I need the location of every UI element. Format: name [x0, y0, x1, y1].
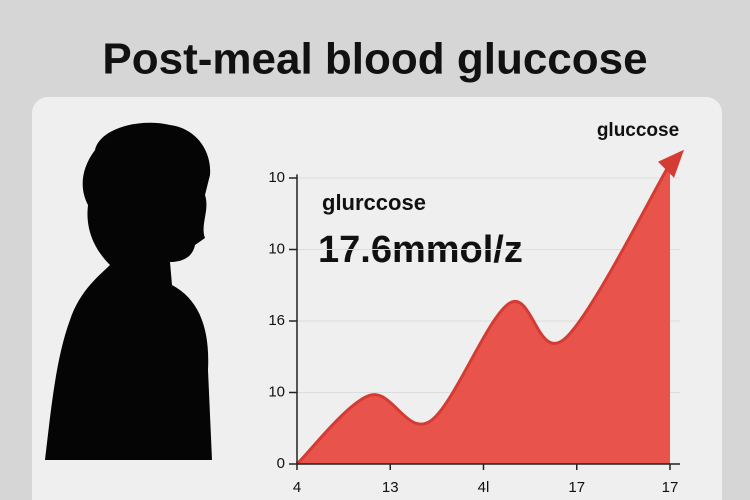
arrowhead — [658, 149, 684, 178]
plot: 0 10 16 10 10 4 13 4l 17 17 — [268, 149, 684, 496]
x-tick-label: 4l — [478, 479, 490, 496]
annotation: glurccose — [322, 190, 426, 215]
area — [297, 163, 670, 464]
y-tick-label: 10 — [268, 240, 285, 257]
x-tick-label: 17 — [568, 479, 585, 496]
x-tick-label: 4 — [293, 479, 301, 496]
silhouette — [45, 122, 212, 461]
chart-title: Post-meal blood gluccose — [102, 35, 647, 84]
x-tick-label: 13 — [382, 479, 399, 496]
y-tick-label: 0 — [277, 455, 285, 472]
y-tick-label: 10 — [268, 383, 285, 400]
annotation: 17.6mmol/z — [318, 229, 523, 271]
x-tick-label: 17 — [662, 479, 679, 496]
y-tick-label: 10 — [268, 169, 285, 186]
annotation: gluccose — [597, 120, 679, 141]
line — [295, 162, 672, 466]
y-tick-label: 16 — [268, 312, 285, 329]
